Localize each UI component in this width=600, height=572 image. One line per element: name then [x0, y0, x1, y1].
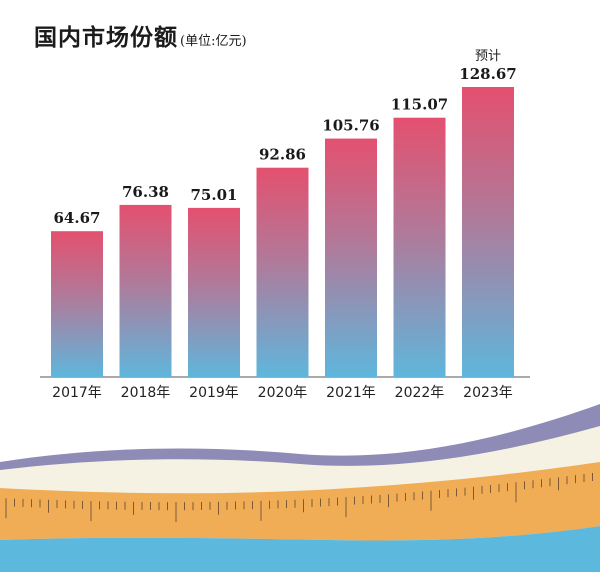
forecast-note: 预计 — [475, 49, 501, 64]
x-tick-label-2023: 2023年 — [463, 385, 513, 401]
sea-wave — [0, 526, 600, 572]
chart-title: 国内市场份额 (单位:亿元) — [34, 18, 247, 52]
bar-2022 — [393, 117, 446, 377]
value-label-2023: 128.67 — [459, 65, 516, 83]
bar-2021 — [325, 138, 377, 377]
ruler-ticks — [5, 473, 593, 523]
value-label-2020: 92.86 — [259, 146, 306, 164]
value-label-2019: 75.01 — [191, 186, 238, 204]
bar-2023 — [462, 87, 514, 377]
value-label-2017: 64.67 — [54, 209, 101, 227]
x-tick-label-2021: 2021年 — [326, 385, 376, 401]
bar-2020 — [256, 167, 309, 377]
value-label-2022: 115.07 — [391, 96, 448, 114]
bar-2017 — [51, 231, 103, 377]
ruler-band — [0, 462, 600, 541]
title-unit: (单位:亿元) — [180, 34, 247, 49]
x-tick-label-2018: 2018年 — [121, 385, 171, 401]
decorative-bottom — [0, 404, 600, 572]
x-tick-label-2019: 2019年 — [189, 385, 239, 401]
bar-2018 — [119, 204, 172, 377]
x-tick-label-2017: 2017年 — [52, 385, 102, 401]
title-main: 国内市场份额 — [34, 25, 178, 51]
value-label-2021: 105.76 — [322, 117, 379, 135]
x-tick-label-2022: 2022年 — [395, 385, 445, 401]
bar-2019 — [188, 207, 240, 377]
x-tick-label-2020: 2020年 — [258, 385, 308, 401]
value-label-2018: 76.38 — [122, 183, 169, 201]
